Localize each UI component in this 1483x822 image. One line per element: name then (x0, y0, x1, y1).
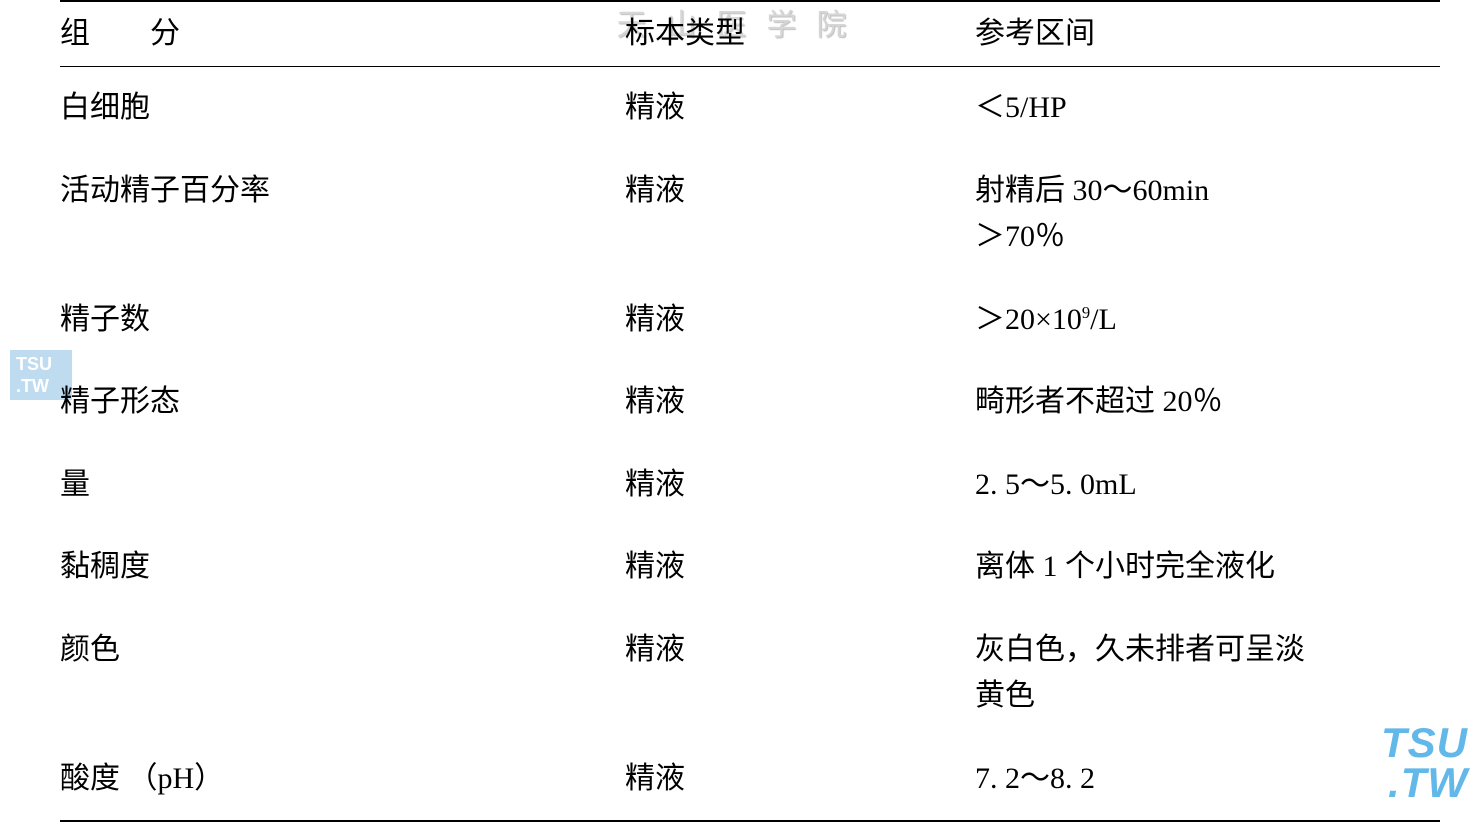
table-body: 白细胞 精液 ＜5/HP 活动精子百分率 精液 射精后 30～60min ＞70… (60, 67, 1440, 822)
cell-specimen: 精液 (625, 67, 975, 150)
header-text-range: 参考区间 (975, 2, 1440, 66)
table-row: 活动精子百分率 精液 射精后 30～60min ＞70％ (60, 150, 1440, 279)
cell-component: 精子形态 (60, 361, 625, 444)
cell-component: 酸度 （pH） (60, 738, 625, 821)
cell-specimen: 精液 (625, 526, 975, 609)
cell-range: 7. 2～8. 2 (975, 738, 1440, 821)
cell-specimen: 精液 (625, 738, 975, 821)
header-text-specimen: 标本类型 (625, 2, 975, 66)
table-row: 酸度 （pH） 精液 7. 2～8. 2 (60, 738, 1440, 822)
cell-component: 颜色 (60, 609, 625, 692)
cell-range-suffix: /L (1090, 303, 1117, 336)
table-row: 颜色 精液 灰白色，久未排者可呈淡 黄色 (60, 609, 1440, 738)
table-row: 量 精液 2. 5～5. 0mL (60, 444, 1440, 527)
cell-range-line1: 射精后 30～60min (975, 174, 1209, 207)
cell-specimen: 精液 (625, 444, 975, 527)
cell-range-line2: 黄色 (975, 679, 1035, 712)
col-header-component: 组 分 (60, 1, 625, 67)
cell-range: 2. 5～5. 0mL (975, 444, 1440, 527)
cell-range: 射精后 30～60min ＞70％ (975, 150, 1440, 279)
cell-component: 白细胞 (60, 67, 625, 150)
table-row: 黏稠度 精液 离体 1 个小时完全液化 (60, 526, 1440, 609)
cell-specimen: 精液 (625, 150, 975, 233)
col-header-specimen: 标本类型 (625, 1, 975, 67)
cell-range-prefix: ＞20×10 (975, 303, 1082, 336)
cell-range: ＞20×109/L (975, 279, 1440, 362)
table-row: 精子形态 精液 畸形者不超过 20％ (60, 361, 1440, 444)
cell-specimen: 精液 (625, 361, 975, 444)
header-text-component: 组 分 (60, 2, 625, 66)
cell-range-line2: ＞70％ (975, 220, 1065, 253)
cell-range: 离体 1 个小时完全液化 (975, 526, 1440, 609)
cell-range: ＜5/HP (975, 67, 1440, 150)
table-row: 白细胞 精液 ＜5/HP (60, 67, 1440, 150)
cell-component: 量 (60, 444, 625, 527)
table-row: 精子数 精液 ＞20×109/L (60, 279, 1440, 362)
cell-specimen: 精液 (625, 609, 975, 692)
cell-range-super: 9 (1082, 303, 1090, 322)
col-header-range: 参考区间 (975, 1, 1440, 67)
cell-range-line1: 灰白色，久未排者可呈淡 (975, 633, 1305, 666)
cell-component: 黏稠度 (60, 526, 625, 609)
cell-range: 灰白色，久未排者可呈淡 黄色 (975, 609, 1440, 738)
reference-table: 组 分 标本类型 参考区间 白细胞 精液 ＜5/HP 活动精子百分率 精液 射精… (60, 0, 1440, 822)
cell-component: 活动精子百分率 (60, 150, 625, 233)
cell-component: 精子数 (60, 279, 625, 362)
cell-specimen: 精液 (625, 279, 975, 362)
table-header-row: 组 分 标本类型 参考区间 (60, 1, 1440, 67)
cell-range: 畸形者不超过 20％ (975, 361, 1440, 444)
